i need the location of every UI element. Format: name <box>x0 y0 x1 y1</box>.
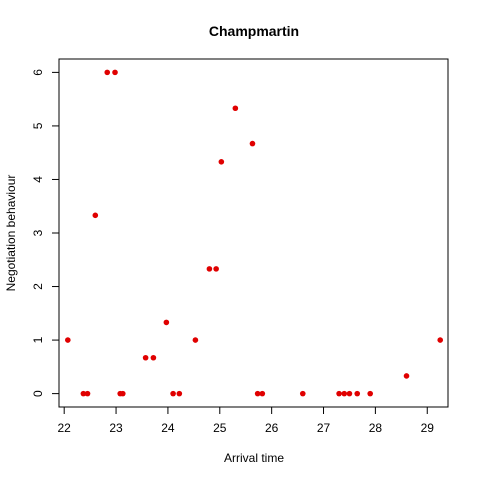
data-point <box>336 390 342 397</box>
data-point <box>163 319 170 326</box>
data-point <box>65 337 71 343</box>
data-point <box>206 266 213 272</box>
data-point <box>232 105 239 112</box>
data-point <box>84 390 91 397</box>
chart-title: Champmartin <box>209 23 299 39</box>
data-point <box>299 390 306 397</box>
data-point <box>170 390 176 397</box>
x-tick-label: 24 <box>161 421 175 435</box>
data-point <box>367 390 374 397</box>
y-axis-label: Negotiation behaviour <box>4 175 18 292</box>
data-point <box>341 390 348 397</box>
y-tick-label: 6 <box>31 69 45 76</box>
data-point <box>80 390 87 397</box>
data-point <box>176 390 183 397</box>
data-point <box>346 390 353 397</box>
x-tick-label: 22 <box>58 421 72 435</box>
x-tick-label: 23 <box>109 421 123 435</box>
data-point <box>254 390 261 397</box>
y-axis: 0 1 2 3 4 5 6 <box>31 69 60 397</box>
data-point <box>259 390 266 397</box>
data-points <box>65 69 444 397</box>
y-tick-label: 0 <box>31 390 45 397</box>
data-point <box>213 266 219 272</box>
data-point <box>192 337 199 343</box>
y-tick-label: 1 <box>31 336 45 343</box>
data-point <box>403 373 410 379</box>
x-tick-label: 26 <box>265 421 279 435</box>
data-point <box>112 69 118 76</box>
x-axis: 22 23 24 25 26 27 28 29 <box>58 406 435 435</box>
data-point <box>354 390 361 397</box>
x-tick-label: 25 <box>213 421 227 435</box>
y-tick-label: 3 <box>31 229 45 236</box>
x-tick-label: 27 <box>317 421 331 435</box>
y-tick-label: 4 <box>31 176 45 183</box>
y-tick-label: 2 <box>31 283 45 290</box>
data-point <box>104 69 111 76</box>
x-tick-label: 29 <box>421 421 435 435</box>
data-point <box>92 212 99 219</box>
data-point <box>150 354 157 361</box>
data-point <box>142 354 149 361</box>
data-point <box>437 337 444 343</box>
x-tick-label: 28 <box>369 421 383 435</box>
x-axis-label: Arrival time <box>224 451 284 465</box>
data-point <box>218 158 225 165</box>
y-tick-label: 5 <box>31 122 45 129</box>
data-point <box>249 140 256 147</box>
data-point <box>119 390 126 397</box>
